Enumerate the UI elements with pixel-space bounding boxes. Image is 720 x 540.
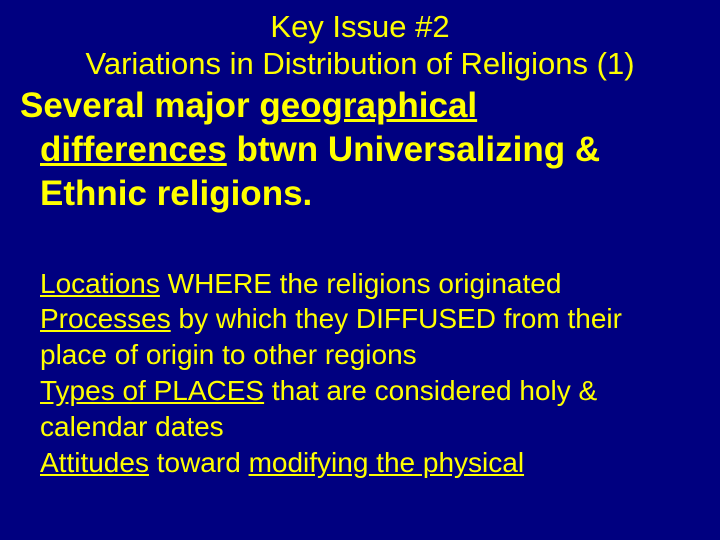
item2-underlined: Processes [40,303,171,334]
list-item-4: Attitudes toward modifying the physical [40,445,700,481]
main-line-2: differences btwn Universalizing & [20,128,700,172]
main-part4: btwn Universalizing & [227,130,600,169]
title-line-2: Variations in Distribution of Religions … [20,45,700,82]
item1-underlined: Locations [40,268,160,299]
list-item-2: Processes by which they DIFFUSED from th… [40,301,700,337]
main-line-3: Ethnic religions. [20,172,700,216]
item2-text1: by which they DIFFUSED from their [171,303,622,334]
list-item-2b: place of origin to other regions [40,337,700,373]
item4-text1: toward [149,447,249,478]
list-item-3b: calendar dates [40,409,700,445]
list-section: Locations WHERE the religions originated… [20,266,700,481]
main-line-1: Several major geographical [20,84,700,128]
item3-text1: that are considered holy & [264,375,597,406]
item4-underlined1: Attitudes [40,447,149,478]
list-item-1: Locations WHERE the religions originated [40,266,700,302]
main-part3-underlined: differences [40,130,227,169]
main-statement: Several major geographical differences b… [20,84,700,215]
main-part1: Several major [20,86,259,125]
list-item-3: Types of PLACES that are considered holy… [40,373,700,409]
item1-text: WHERE the religions originated [160,268,562,299]
item3-underlined: Types of PLACES [40,375,264,406]
title-line-1: Key Issue #2 [20,8,700,45]
item4-underlined2: modifying the physical [249,447,524,478]
main-part2-underlined: geographical [259,86,477,125]
